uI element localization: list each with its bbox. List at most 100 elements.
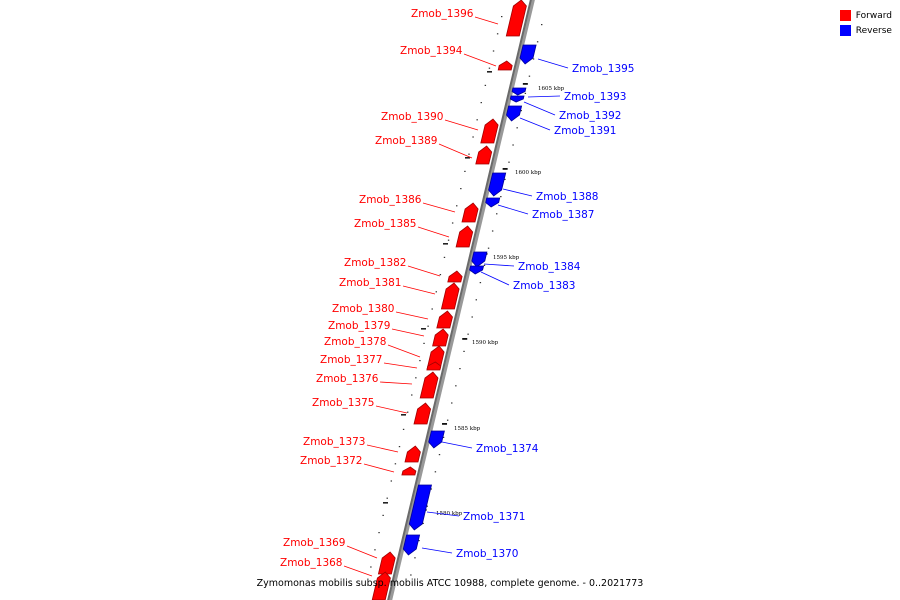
gene-arrow-zmob-1380[interactable] xyxy=(436,310,453,329)
gene-label-zmob-1392[interactable]: Zmob_1392 xyxy=(559,110,621,122)
legend-forward: Forward xyxy=(839,8,892,23)
gene-label-zmob-1377[interactable]: Zmob_1377 xyxy=(320,354,382,366)
gene-label-zmob-1378[interactable]: Zmob_1378 xyxy=(324,336,386,348)
minor-tick xyxy=(382,514,384,516)
legend: Forward Reverse xyxy=(839,8,892,38)
gene-label-zmob-1396[interactable]: Zmob_1396 xyxy=(411,8,474,20)
gene-arrow-zmob-1386[interactable] xyxy=(461,202,479,223)
minor-tick xyxy=(442,436,445,438)
gene-arrow-zmob-1393[interactable] xyxy=(511,87,527,96)
gene-label-zmob-1370[interactable]: Zmob_1370 xyxy=(456,548,518,560)
gene-label-zmob-1375[interactable]: Zmob_1375 xyxy=(312,397,374,409)
tick-label: 1600 kbp xyxy=(515,170,542,176)
gene-label-zmob-1369[interactable]: Zmob_1369 xyxy=(283,537,345,549)
gene-label-zmob-1383[interactable]: Zmob_1383 xyxy=(513,280,575,292)
gene-arrow-zmob-1391[interactable] xyxy=(506,105,523,122)
gene-arrow-zmob-1369[interactable] xyxy=(377,551,396,575)
label-leader-line xyxy=(426,511,460,517)
gene-label-zmob-1395[interactable]: Zmob_1395 xyxy=(572,63,634,75)
gene-label-zmob-1385[interactable]: Zmob_1385 xyxy=(354,218,416,230)
label-leader-line xyxy=(346,545,378,559)
gene-arrow-zmob-1383[interactable] xyxy=(469,265,485,275)
label-leader-line xyxy=(395,311,429,320)
gene-label-zmob-1384[interactable]: Zmob_1384 xyxy=(518,261,581,273)
major-tick-left xyxy=(401,414,406,416)
label-leader-line xyxy=(474,16,499,25)
label-leader-line xyxy=(523,101,556,116)
minor-tick xyxy=(374,549,376,551)
gene-label-zmob-1393[interactable]: Zmob_1393 xyxy=(564,91,626,103)
minor-tick xyxy=(398,446,401,448)
label-leader-line xyxy=(537,58,569,69)
major-tick-left xyxy=(487,71,492,73)
minor-tick xyxy=(500,196,502,198)
minor-tick xyxy=(476,119,478,121)
gene-arrow-zmob-1382[interactable] xyxy=(447,270,463,283)
gene-label-zmob-1380[interactable]: Zmob_1380 xyxy=(332,303,394,315)
gene-label-zmob-1368[interactable]: Zmob_1368 xyxy=(280,557,342,569)
major-tick-left xyxy=(443,243,448,245)
minor-tick xyxy=(427,325,429,327)
minor-tick xyxy=(411,394,413,396)
gene-arrow-zmob-1368[interactable] xyxy=(371,571,391,600)
label-leader-line xyxy=(387,344,421,358)
gene-label-zmob-1391[interactable]: Zmob_1391 xyxy=(554,125,616,137)
gene-arrow-zmob-1381[interactable] xyxy=(440,282,460,310)
label-leader-line xyxy=(383,362,418,369)
gene-arrow-zmob-1376[interactable] xyxy=(419,371,439,399)
gene-arrow-zmob-1375[interactable] xyxy=(413,402,432,425)
major-tick-left xyxy=(383,502,388,504)
minor-tick xyxy=(406,411,409,413)
gene-arrow-zmob-1387[interactable] xyxy=(485,197,501,208)
label-leader-line xyxy=(366,444,399,453)
minor-tick xyxy=(508,161,510,163)
minor-tick xyxy=(402,428,405,430)
gene-label-zmob-1374[interactable]: Zmob_1374 xyxy=(476,443,539,455)
minor-tick xyxy=(479,282,482,284)
gene-label-zmob-1394[interactable]: Zmob_1394 xyxy=(400,45,463,57)
minor-tick xyxy=(423,342,425,344)
major-tick xyxy=(442,423,448,425)
gene-arrow-zmob-1388[interactable] xyxy=(488,172,507,197)
label-leader-line xyxy=(483,263,515,267)
gene-label-zmob-1386[interactable]: Zmob_1386 xyxy=(359,194,422,206)
gene-arrow-zmob-1396[interactable] xyxy=(505,0,527,37)
gene-arrow-zmob-1392[interactable] xyxy=(509,95,525,103)
gene-arrow-zmob-1394[interactable] xyxy=(497,60,513,71)
gene-label-zmob-1390[interactable]: Zmob_1390 xyxy=(381,111,443,123)
minor-tick xyxy=(390,480,393,482)
label-leader-line xyxy=(407,265,441,277)
gene-label-zmob-1382[interactable]: Zmob_1382 xyxy=(344,257,406,269)
tick-label: 1585 kbp xyxy=(454,426,481,432)
gene-label-zmob-1381[interactable]: Zmob_1381 xyxy=(339,277,401,289)
gene-arrow-zmob-1374[interactable] xyxy=(428,430,445,449)
gene-arrow-zmob-1379[interactable] xyxy=(432,328,449,347)
gene-label-zmob-1376[interactable]: Zmob_1376 xyxy=(316,373,379,385)
gene-arrow-zmob-1377[interactable] xyxy=(426,361,442,371)
gene-arrow-zmob-1370[interactable] xyxy=(402,534,421,556)
gene-arrow-zmob-1395[interactable] xyxy=(519,44,537,65)
gene-label-zmob-1387[interactable]: Zmob_1387 xyxy=(532,209,594,221)
minor-tick xyxy=(464,170,466,172)
gene-arrow-zmob-1373[interactable] xyxy=(404,445,421,463)
minor-tick xyxy=(431,308,433,310)
gene-label-zmob-1388[interactable]: Zmob_1388 xyxy=(536,191,598,203)
backbone-shadow xyxy=(388,0,535,600)
gene-label-zmob-1379[interactable]: Zmob_1379 xyxy=(328,320,390,332)
minor-tick xyxy=(483,264,486,266)
gene-arrow-zmob-1372[interactable] xyxy=(401,466,417,476)
label-leader-line xyxy=(422,202,456,213)
gene-label-zmob-1371[interactable]: Zmob_1371 xyxy=(463,511,525,523)
gene-label-zmob-1389[interactable]: Zmob_1389 xyxy=(375,135,437,147)
gene-label-zmob-1372[interactable]: Zmob_1372 xyxy=(300,455,362,467)
gene-arrow-zmob-1385[interactable] xyxy=(455,225,474,248)
gene-arrow-zmob-1371[interactable] xyxy=(408,484,433,531)
gene-label-zmob-1373[interactable]: Zmob_1373 xyxy=(303,436,365,448)
minor-tick xyxy=(472,136,474,138)
minor-tick xyxy=(410,574,412,576)
gene-arrow-zmob-1389[interactable] xyxy=(475,145,493,165)
gene-arrow-zmob-1390[interactable] xyxy=(480,118,499,144)
minor-tick xyxy=(480,102,482,104)
gene-arrow-zmob-1384[interactable] xyxy=(471,251,488,268)
minor-tick xyxy=(524,92,527,94)
